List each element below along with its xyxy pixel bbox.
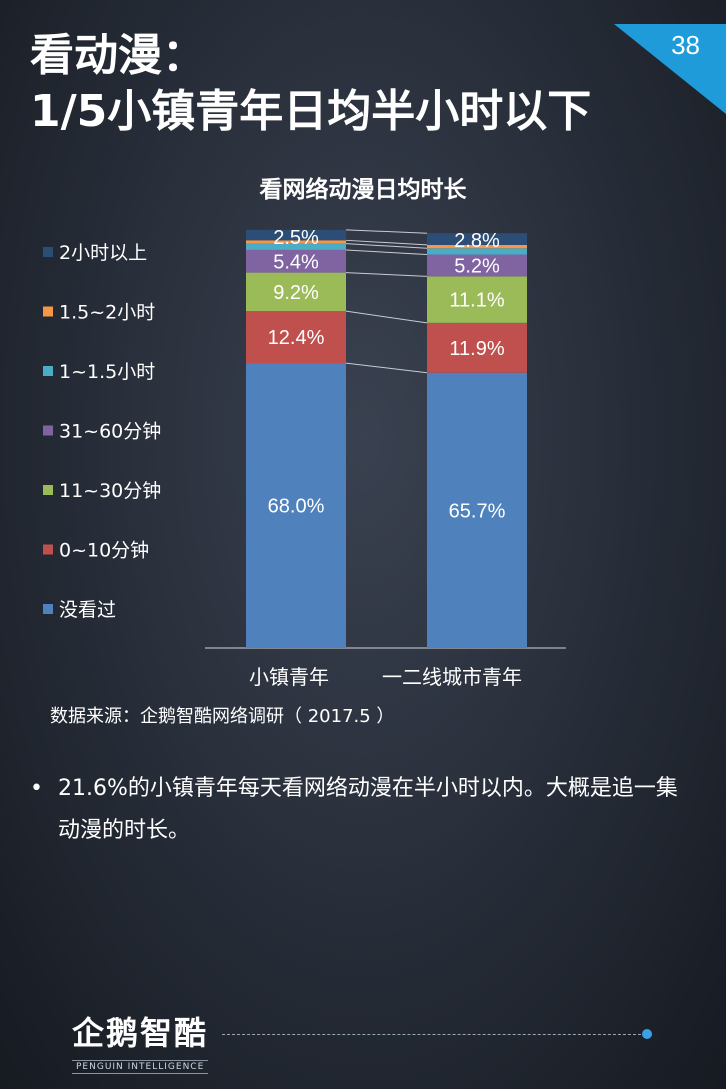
connector-line-5 [345,243,428,249]
bar-segment-5-1 [246,243,346,250]
legend-label-3: 1~1.5小时 [59,361,155,383]
bar-segment-2-1 [246,311,346,364]
data-source: 数据来源：企鹅智酷网络调研（ 2017.5 ） [50,706,395,727]
data-label-7-1: 2.5% [273,227,319,249]
bar-segment-1-1 [246,363,346,648]
legend-label-6: 0~10分钟 [59,540,149,562]
data-label-1-1: 68.0% [268,496,325,518]
legend-swatch-7 [43,604,53,614]
data-label-4-2: 5.2% [454,255,500,277]
legend-label-4: 31~60分钟 [59,421,161,443]
data-label-7-2: 2.8% [454,230,500,252]
corner-triangle [614,24,726,114]
footer-dot-icon [642,1029,652,1039]
bar-segment-4-2 [427,254,527,277]
page-number: 38 [671,30,700,60]
legend-label-1: 2小时以上 [59,242,147,264]
bar-segment-6-1 [246,240,346,244]
bar-segment-7-1 [246,229,346,241]
legend-swatch-5 [43,485,53,495]
connector-line-6 [345,239,428,246]
data-label-4-1: 5.4% [273,251,319,273]
bar-segment-1-2 [427,372,527,648]
bullet-text: 21.6%的小镇青年每天看网络动漫在半小时以内。大概是追一集动漫的时长。 [58,776,678,843]
bar-segment-7-2 [427,233,527,245]
stacked-bar-chart: 68.0% 65.7% 12.4% 11.9% 9.2% 11.1% 5.4% 5.2% 2.5… [43,227,566,689]
legend-swatch-1 [43,247,53,257]
bar-segment-5-2 [427,248,527,255]
connector-line-4 [345,249,428,256]
connector-line-3 [345,272,428,277]
connector-line-1 [345,362,428,374]
legend-swatch-3 [43,366,53,376]
legend-swatch-2 [43,306,53,317]
bar-segment-3-1 [246,272,346,312]
data-label-2-1: 12.4% [268,327,325,349]
bullet-point: • 21.6%的小镇青年每天看网络动漫在半小时以内。大概是追一集动漫的时长。 [30,768,680,852]
data-label-3-1: 9.2% [273,282,319,304]
footer-divider [222,1034,646,1035]
page-title: 看动漫： 1/5小镇青年日均半小时以下 [30,28,591,140]
data-label-1-2: 65.7% [449,500,506,522]
data-label-2-2: 11.9% [449,338,504,360]
bar-segment-2-2 [427,322,527,373]
bar-segment-3-2 [427,276,527,323]
page-title-line2: 1/5小镇青年日均半小时以下 [30,86,592,137]
connector-line-top [345,229,428,234]
data-label-3-2: 11.1% [449,290,504,312]
logo-subtitle: PENGUIN INTELLIGENCE [72,1060,209,1074]
legend-swatch-4 [43,425,53,436]
legend-swatch-6 [43,544,53,555]
page-title-line1: 看动漫： [30,30,206,81]
logo: 企鹅智酷 PENGUIN INTELLIGENCE [72,1008,209,1074]
legend-label-2: 1.5~2小时 [59,302,155,324]
bar-segment-4-1 [246,249,346,273]
bullet-dot-icon: • [30,776,43,801]
category-label-1: 小镇青年 [249,665,329,689]
legend-label-7: 没看过 [59,599,116,621]
logo-name: 企鹅智酷 [72,1014,209,1052]
legend-label-5: 11~30分钟 [59,480,161,502]
category-label-2: 一二线城市青年 [382,665,522,689]
connector-line-2 [345,310,428,324]
bar-segment-6-2 [427,244,527,249]
chart-title: 看网络动漫日均时长 [259,177,467,203]
